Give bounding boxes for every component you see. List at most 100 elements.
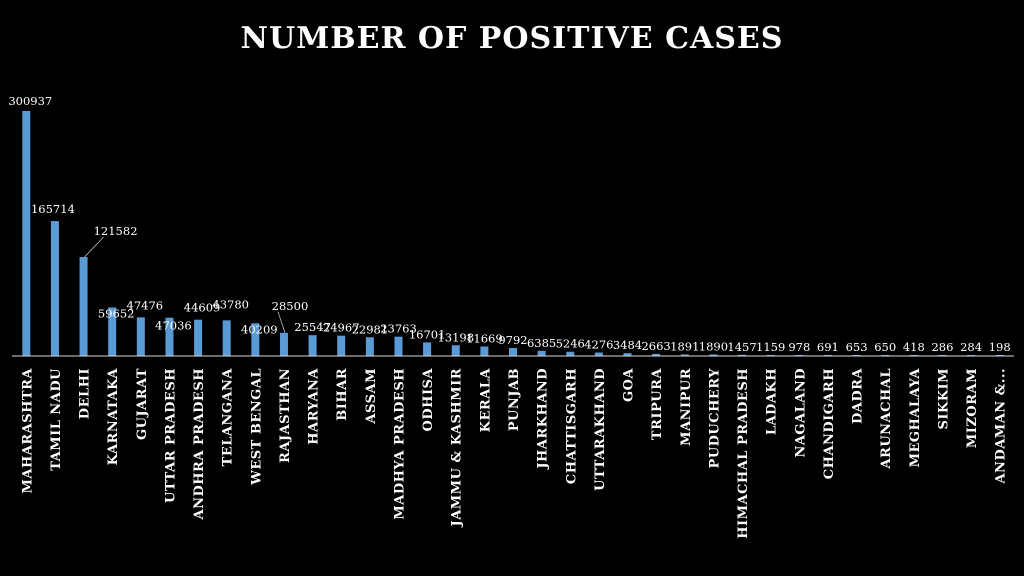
- data-label: 5246: [556, 337, 585, 351]
- bar-west-bengal: [251, 323, 260, 356]
- category-label: ODHISA: [421, 368, 436, 432]
- data-label: 59652: [98, 306, 135, 320]
- data-label: 2663: [641, 339, 670, 353]
- leader-line: [84, 236, 104, 258]
- bar-punjab: [509, 348, 517, 356]
- category-label: GOA: [622, 368, 637, 402]
- data-label: 11669: [466, 332, 503, 346]
- category-label: HIMACHAL PRADESH: [736, 368, 751, 539]
- bar-karnataka: [108, 307, 117, 356]
- category-label: DELHI: [78, 368, 93, 419]
- category-label: NAGALAND: [793, 368, 808, 458]
- data-label: 43780: [212, 297, 249, 311]
- category-label: ASSAM: [364, 368, 379, 425]
- category-label: ANDAMAN &...: [994, 368, 1009, 485]
- bar-puduchery: [709, 354, 718, 356]
- category-label: HARYANA: [307, 368, 322, 445]
- category-label: PUDUCHERY: [707, 368, 722, 469]
- leader-lines: [84, 236, 286, 333]
- bar-odhisa: [423, 342, 432, 356]
- data-label: 1891: [670, 339, 699, 353]
- data-label: 650: [874, 340, 896, 354]
- category-label: MIZORAM: [965, 368, 980, 448]
- bar-uttar-pradesh: [165, 317, 174, 356]
- bar-jammu-kashmir: [451, 345, 460, 356]
- data-label: 1890: [699, 339, 728, 353]
- category-label: MANIPUR: [679, 368, 694, 446]
- data-label: 25547: [294, 320, 331, 334]
- category-label: TELANGANA: [221, 368, 236, 467]
- category-label: BIHAR: [335, 368, 350, 421]
- data-label: 165714: [31, 202, 75, 216]
- bar-manipur: [680, 354, 689, 356]
- category-label: ANDHRA PRADESH: [192, 368, 207, 520]
- category-label: LADAKH: [765, 368, 780, 435]
- data-label: 1159: [756, 340, 785, 354]
- bar-rajasthan: [279, 332, 288, 356]
- bar-madhya-pradesh: [394, 336, 403, 356]
- data-label: 28500: [272, 299, 309, 313]
- data-label: 653: [846, 340, 868, 354]
- bar-gujarat: [136, 317, 145, 356]
- leader-line: [277, 311, 286, 333]
- bar-chattisgarh: [566, 351, 575, 356]
- category-label: CHATTISGARH: [564, 368, 579, 484]
- data-label: 1457: [727, 340, 756, 354]
- bar-telangana: [222, 320, 231, 356]
- data-label: 24967: [323, 321, 360, 335]
- category-label: TRIPURA: [650, 368, 665, 440]
- category-label: KARNATAKA: [106, 368, 121, 466]
- category-label: JHARKHAND: [536, 368, 551, 470]
- category-label: ARUNACHAL: [879, 368, 894, 470]
- data-label: 9792: [498, 333, 527, 347]
- data-label: 3484: [613, 338, 642, 352]
- data-label: 418: [903, 340, 925, 354]
- data-label: 40209: [241, 322, 278, 336]
- data-label: 13198: [437, 330, 474, 344]
- data-label: 16701: [409, 327, 446, 341]
- bar-tamil-nadu: [50, 221, 59, 356]
- bar-delhi: [79, 257, 88, 356]
- bar-tripura: [652, 353, 661, 356]
- category-label: UTTAR PRADESH: [163, 368, 178, 503]
- bar-bihar: [337, 335, 346, 356]
- category-label: GUJARAT: [135, 368, 150, 440]
- data-label: 23763: [380, 322, 417, 336]
- category-label: MADHYA PRADESH: [392, 368, 407, 520]
- data-label: 691: [817, 340, 839, 354]
- data-label: 4276: [584, 338, 613, 352]
- category-label: MEGHALAYA: [908, 368, 923, 468]
- bar-himachal-pradesh: [738, 354, 747, 356]
- category-label: CHANDIGARH: [822, 368, 837, 479]
- data-label: 6385: [527, 336, 556, 350]
- data-label: 300937: [8, 94, 52, 108]
- chart-title: NUMBER OF POSITIVE CASES: [241, 21, 784, 56]
- category-label: TAMIL NADU: [49, 368, 64, 471]
- category-label: UTTARAKHAND: [593, 368, 608, 491]
- category-label: PUNJAB: [507, 368, 522, 431]
- bar-andhra-pradesh: [194, 319, 203, 356]
- bar-assam: [365, 337, 374, 356]
- category-label: JAMMU & KASHMIR: [450, 368, 465, 527]
- data-label: 44609: [184, 301, 221, 315]
- category-label: DADRA: [851, 368, 866, 424]
- bar-haryana: [308, 335, 317, 356]
- data-label: 198: [989, 340, 1011, 354]
- category-label: MAHARASHTRA: [20, 368, 35, 494]
- data-label: 22981: [352, 322, 389, 336]
- bar-kerala: [480, 346, 489, 356]
- data-label: 286: [931, 340, 953, 354]
- category-label: SIKKIM: [936, 368, 951, 430]
- bar-uttarakhand: [594, 352, 603, 356]
- category-label: KERALA: [478, 368, 493, 433]
- bar-goa: [623, 353, 632, 356]
- bar-maharashtra: [22, 111, 31, 356]
- bar-jharkhand: [537, 350, 546, 356]
- category-labels: MAHARASHTRA TAMIL NADU DELHI KARNATAKA GUJAR…: [20, 368, 1008, 539]
- data-label: 47476: [127, 298, 164, 312]
- bar-series: [22, 111, 1004, 356]
- data-label: 121582: [94, 224, 138, 238]
